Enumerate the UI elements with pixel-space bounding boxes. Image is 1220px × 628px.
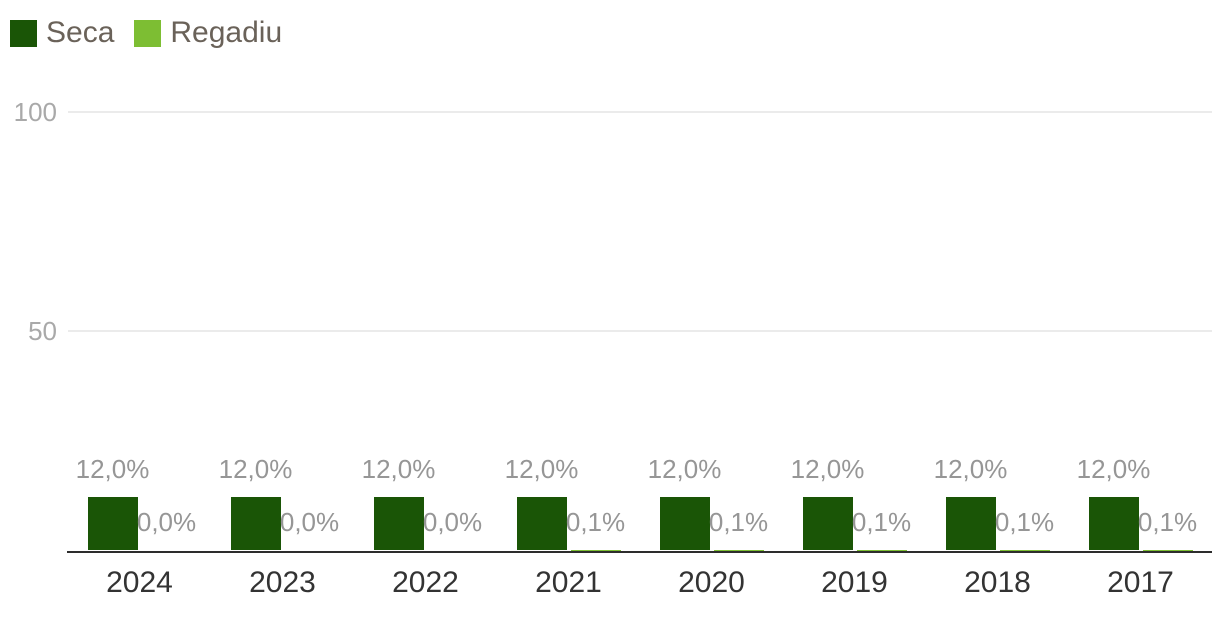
x-axis-label-2017: 2017	[1107, 566, 1174, 599]
bar-seca-2017[interactable]	[1088, 497, 1139, 550]
value-label-seca-2022: 12,0%	[361, 454, 436, 485]
y-axis-tick-label: 100	[13, 97, 57, 127]
legend-item-regadiu[interactable]: Regadiu	[134, 16, 282, 51]
legend: Seca Regadiu	[10, 16, 282, 51]
x-axis-label-2023: 2023	[249, 566, 316, 599]
bar-seca-2024[interactable]	[87, 497, 138, 550]
x-axis-label-2021: 2021	[535, 566, 602, 599]
bar-seca-2019[interactable]	[802, 497, 853, 550]
value-label-seca-2023: 12,0%	[218, 454, 293, 485]
bar-seca-2018[interactable]	[945, 497, 996, 550]
value-label-seca-2021: 12,0%	[504, 454, 579, 485]
x-axis-label-2019: 2019	[821, 566, 888, 599]
value-label-seca-2018: 12,0%	[933, 454, 1008, 485]
bar-seca-2021[interactable]	[516, 497, 567, 550]
seca-swatch-icon	[10, 19, 37, 47]
bar-seca-2023[interactable]	[230, 497, 281, 550]
gridline	[68, 111, 1212, 113]
x-axis-label-2024: 2024	[106, 566, 173, 599]
value-label-seca-2019: 12,0%	[790, 454, 865, 485]
value-label-regadiu-2023: 0,0%	[279, 507, 340, 537]
value-label-regadiu-2018: 0,1%	[994, 506, 1055, 537]
value-label-regadiu-2019: 0,1%	[851, 506, 912, 537]
bar-seca-2020[interactable]	[659, 497, 710, 550]
gridline	[68, 330, 1212, 332]
value-label-regadiu-2021: 0,1%	[565, 506, 626, 537]
y-axis-tick-label: 50	[28, 316, 57, 346]
value-label-regadiu-2020: 0,1%	[708, 506, 769, 537]
x-axis-label-2020: 2020	[678, 566, 745, 599]
legend-label-seca: Seca	[46, 16, 115, 49]
value-label-seca-2017: 12,0%	[1076, 454, 1151, 485]
legend-label-regadiu: Regadiu	[170, 16, 283, 49]
regadiu-swatch-icon	[134, 19, 162, 47]
value-label-regadiu-2022: 0,0%	[422, 507, 483, 537]
x-axis-line	[67, 551, 1212, 553]
value-label-seca-2020: 12,0%	[647, 454, 722, 485]
legend-item-seca[interactable]: Seca	[10, 16, 114, 51]
value-label-regadiu-2024: 0,0%	[136, 507, 197, 537]
x-axis-label-2022: 2022	[392, 566, 459, 599]
bar-seca-2022[interactable]	[373, 497, 424, 550]
value-label-regadiu-2017: 0,1%	[1137, 506, 1198, 537]
value-label-seca-2024: 12,0%	[75, 454, 150, 485]
x-axis-label-2018: 2018	[964, 566, 1031, 599]
